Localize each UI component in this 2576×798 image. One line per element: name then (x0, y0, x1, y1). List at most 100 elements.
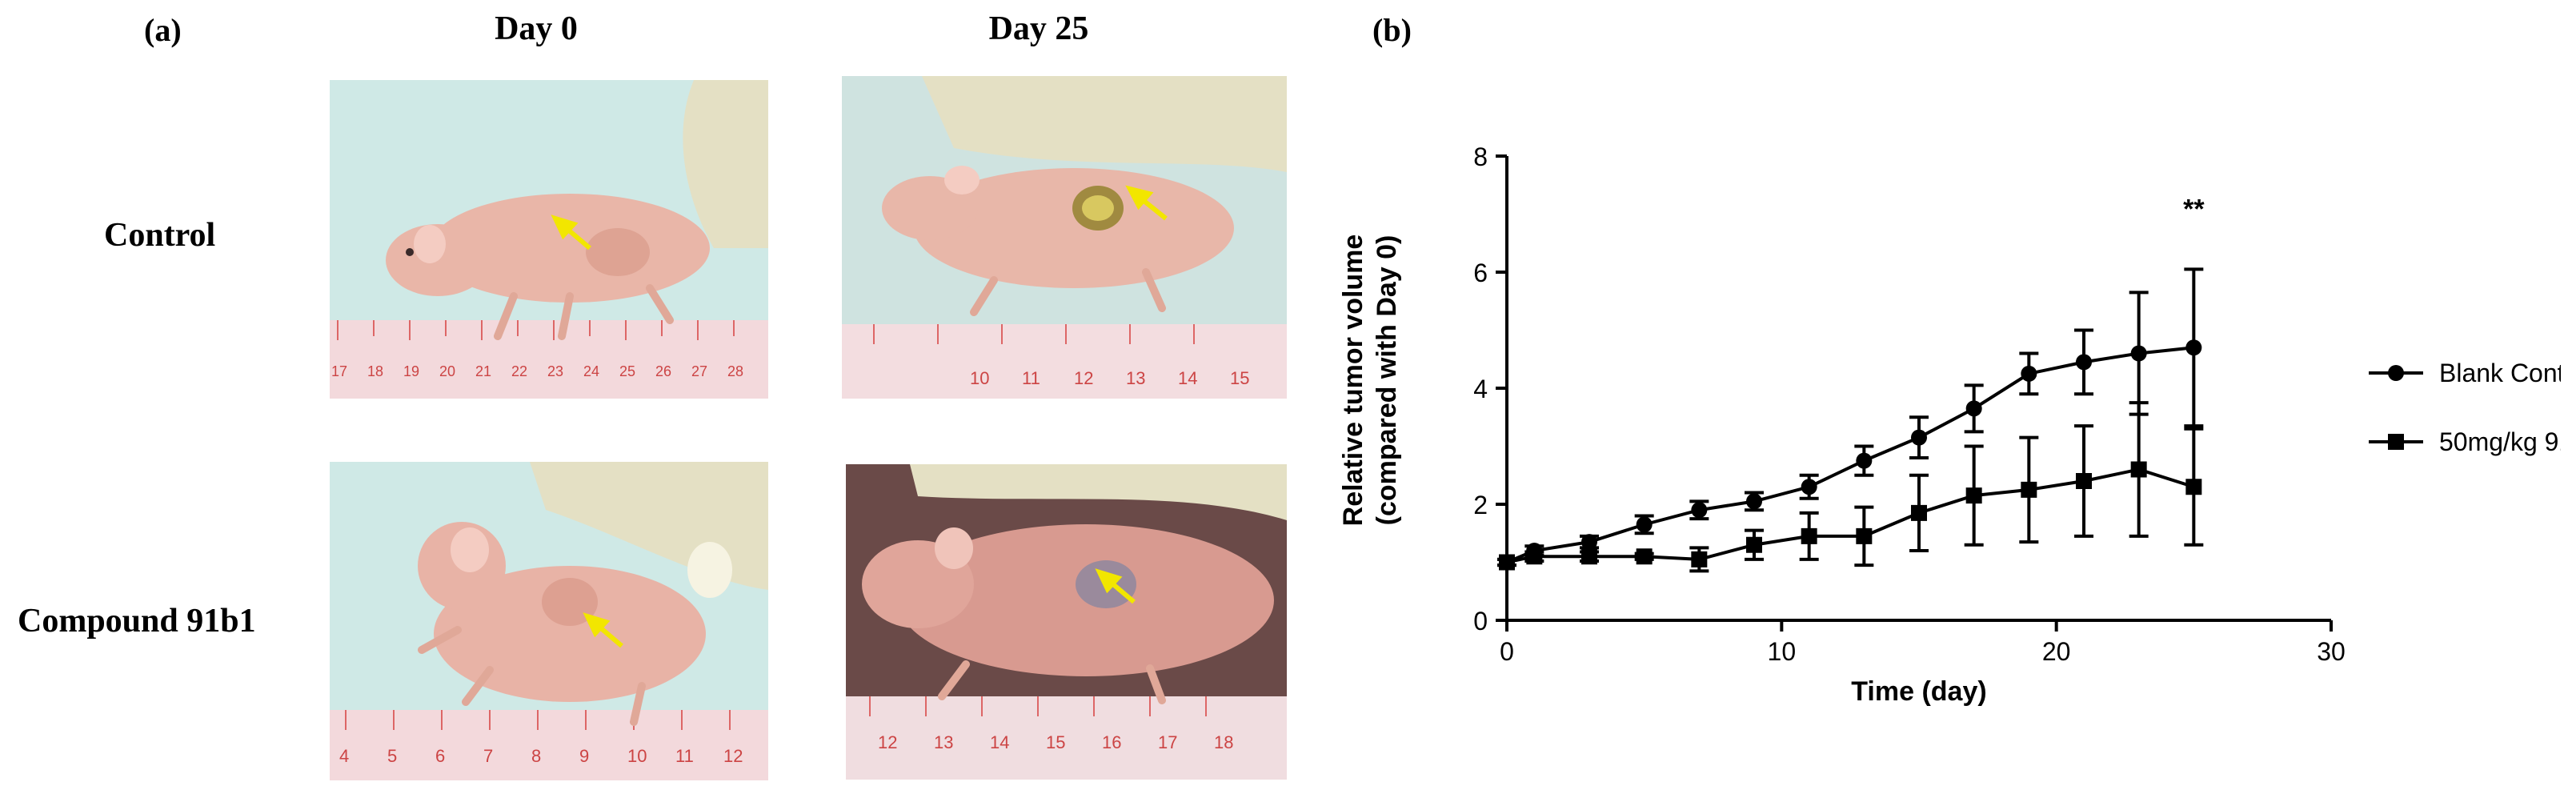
column-header-day25: Day 25 (988, 10, 1089, 47)
ruler-number: 12 (878, 732, 897, 752)
y-tick-label: 0 (1473, 607, 1488, 636)
ruler-number: 27 (691, 363, 707, 379)
data-point (1691, 502, 1708, 519)
arrow-icon (583, 612, 623, 648)
gloved-hand (910, 464, 1287, 520)
data-point (2130, 345, 2147, 362)
series-2 (1497, 401, 2204, 573)
ruler-number: 6 (435, 746, 445, 766)
data-point (1856, 527, 1873, 544)
data-point (1581, 534, 1597, 551)
ruler-number: 9 (579, 746, 589, 766)
row-header-control: Control (104, 217, 216, 254)
data-point (1801, 479, 1817, 495)
data-point (1499, 554, 1515, 571)
x-tick-label: 30 (2317, 637, 2346, 666)
row-header-compound: Compound 91b1 (18, 603, 256, 640)
ruler-number: 14 (990, 732, 1009, 752)
arrow-icon (551, 215, 591, 251)
data-point (2185, 479, 2202, 495)
ruler-number: 15 (1230, 368, 1249, 388)
data-point (1746, 493, 1762, 510)
ruler-number: 11 (1022, 368, 1040, 388)
ruler-number: 10 (627, 746, 647, 766)
ruler (330, 710, 768, 780)
data-point (1636, 548, 1653, 565)
data-point (2185, 339, 2202, 356)
x-tick-label: 10 (1768, 637, 1797, 666)
ruler-number: 19 (403, 363, 419, 379)
ruler-number: 28 (727, 363, 743, 379)
ruler-number: 8 (531, 746, 541, 766)
data-point (2130, 461, 2147, 478)
ruler-number: 4 (339, 746, 349, 766)
legend-marker (2388, 365, 2404, 381)
ruler (846, 696, 1287, 780)
series-1 (1497, 267, 2204, 571)
ruler-number: 18 (367, 363, 383, 379)
panel-a-label: (a) (144, 12, 182, 48)
significance-annotation: ** (2183, 194, 2205, 224)
ruler (330, 320, 768, 399)
ruler-number: 24 (583, 363, 599, 379)
ruler-number: 5 (387, 746, 397, 766)
ruler-number: 15 (1046, 732, 1065, 752)
photo-compound-day25: 12 13 14 15 16 17 18 (846, 464, 1287, 780)
photo-compound-day0: 4 5 6 7 8 9 10 11 12 (330, 462, 768, 780)
data-point (2076, 473, 2092, 489)
ruler-number: 18 (1214, 732, 1233, 752)
ruler-number: 12 (723, 746, 743, 766)
ruler-number: 10 (970, 368, 989, 388)
ruler-number: 21 (475, 363, 491, 379)
ruler-number: 14 (1178, 368, 1197, 388)
ruler-number: 22 (511, 363, 527, 379)
photo-control-day0: 17 18 19 20 21 22 23 24 25 26 27 28 (330, 80, 768, 399)
ruler-number: 17 (331, 363, 347, 379)
legend-item: Blank Control (2369, 359, 2561, 387)
data-point (1526, 548, 1543, 565)
series-line (1506, 467, 2194, 564)
ruler-number: 13 (1126, 368, 1145, 388)
ruler-number: 17 (1158, 732, 1177, 752)
series-line (1506, 346, 2194, 564)
mouse (418, 522, 706, 726)
ruler (842, 324, 1287, 399)
data-point (1965, 487, 1982, 504)
ruler-number: 16 (1102, 732, 1121, 752)
tumor-volume-chart: 0 2 4 6 8 0 10 20 30 Relative tumor volume (comp… (1338, 142, 2561, 707)
legend-label: 50mg/kg 91b1 (2439, 427, 2561, 456)
legend-marker (2388, 434, 2404, 450)
data-point (2021, 481, 2037, 498)
y-axis-label-line2: (compared with Day 0) (1372, 235, 1402, 526)
data-point (1911, 429, 1927, 446)
data-point (1801, 527, 1817, 544)
ruler-number: 23 (547, 363, 563, 379)
data-point (2021, 365, 2037, 382)
data-point (1746, 536, 1762, 553)
panel-b-label: (b) (1372, 12, 1412, 48)
ruler-number: 12 (1074, 368, 1093, 388)
ruler-number: 25 (619, 363, 635, 379)
data-point (1911, 504, 1927, 521)
y-tick-label: 4 (1473, 375, 1488, 403)
x-axis-label: Time (day) (1851, 676, 1986, 707)
ruler-number: 26 (655, 363, 671, 379)
x-tick-label: 0 (1500, 637, 1514, 666)
y-tick-label: 6 (1473, 259, 1488, 287)
legend-label: Blank Control (2439, 359, 2561, 387)
chart-legend: Blank Control 50mg/kg 91b1 (2369, 359, 2561, 456)
mouse (882, 166, 1234, 316)
mouse (862, 524, 1274, 704)
data-point (1636, 516, 1653, 533)
arrow-icon (1125, 185, 1168, 221)
ruler-number: 7 (483, 746, 493, 766)
chart-axes: 0 2 4 6 8 0 10 20 30 (1473, 142, 2346, 666)
y-axis-label-line1: Relative tumor volume (1338, 235, 1368, 527)
data-point (1856, 452, 1873, 469)
ruler-number: 11 (675, 746, 694, 766)
data-point (1691, 551, 1708, 567)
mouse (386, 194, 710, 340)
x-tick-label: 20 (2042, 637, 2071, 666)
chart-series (1497, 267, 2204, 573)
data-point (1965, 400, 1982, 417)
